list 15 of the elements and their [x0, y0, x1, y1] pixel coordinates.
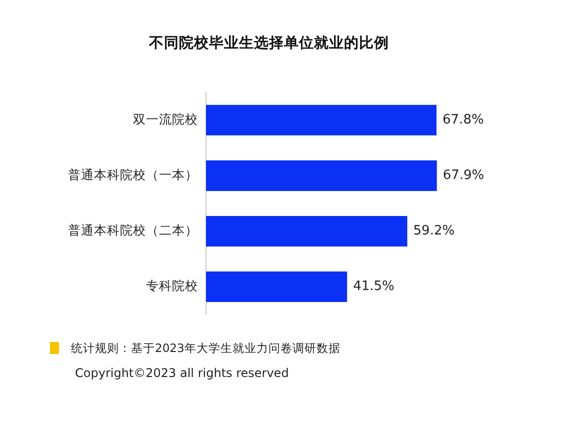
y-tick-label: 专科院校: [146, 278, 198, 293]
bar: [206, 271, 348, 302]
chart-title: 不同院校毕业生选择单位就业的比例: [148, 34, 389, 52]
data-label: 67.9%: [442, 168, 484, 184]
data-label: 59.2%: [413, 224, 455, 239]
bar: [206, 216, 408, 246]
y-tick-label: 普通本科院校（一本）: [68, 166, 198, 182]
data-label: 41.5%: [353, 279, 394, 294]
bar: [206, 160, 437, 191]
bar: [206, 104, 437, 136]
text: 统计规则：基于2023年大学生就业力问卷调研数据: [71, 340, 340, 357]
y-tick-label: 双一流院校: [133, 111, 198, 126]
data-label: 67.8%: [442, 112, 484, 128]
y-tick-label: 普通本科院校（二本）: [68, 222, 198, 238]
text: Copyright©2023 all rights reserved: [75, 366, 290, 380]
